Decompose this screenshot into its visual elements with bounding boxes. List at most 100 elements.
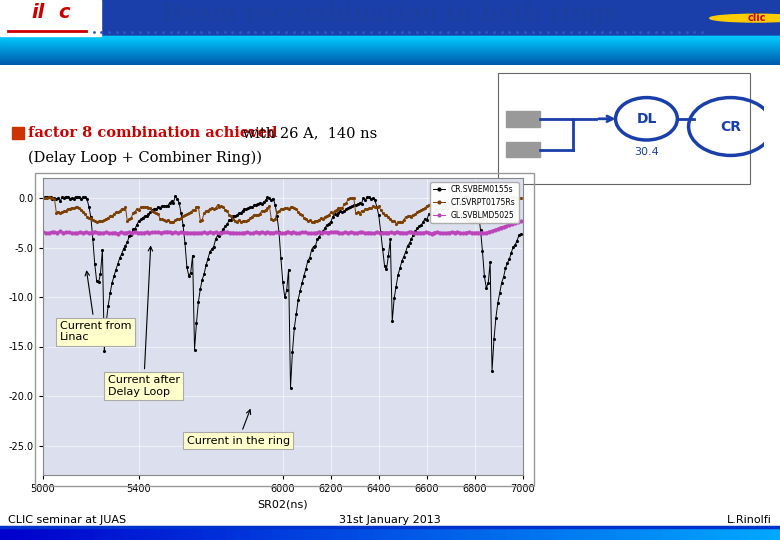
Bar	[8, 526, 16, 540]
Bar	[39, 526, 48, 540]
Text: CLIC seminar at JUAS: CLIC seminar at JUAS	[8, 515, 126, 525]
Bar	[421, 526, 430, 540]
Bar	[250, 526, 258, 540]
Bar	[772, 526, 780, 540]
Bar	[187, 526, 196, 540]
Bar	[0, 526, 9, 540]
Bar	[179, 526, 188, 540]
Bar	[203, 526, 211, 540]
Bar	[0, 49, 780, 50]
CT.SVRPT0175Rs	[499, 202, 509, 209]
GL.SVBLMD5025	[101, 229, 111, 235]
Bar	[312, 526, 321, 540]
Bar	[125, 526, 133, 540]
Bar	[585, 526, 594, 540]
Bar	[390, 526, 399, 540]
Bar	[694, 526, 703, 540]
Bar	[148, 526, 157, 540]
Bar	[460, 526, 469, 540]
Bar	[367, 526, 375, 540]
Bar	[593, 526, 601, 540]
Bar	[546, 526, 555, 540]
Bar	[530, 526, 539, 540]
CT.SVRPT0175Rs	[314, 217, 324, 223]
Bar	[156, 526, 165, 540]
CR.SVBEM0155s	[317, 230, 326, 236]
CT.SVRPT0175Rs	[392, 220, 401, 227]
Bar	[554, 526, 562, 540]
Bar	[343, 526, 352, 540]
Text: Current in the ring: Current in the ring	[187, 410, 290, 446]
Bar	[413, 526, 422, 540]
Bar	[507, 526, 516, 540]
GL.SVBLMD5025	[38, 229, 48, 235]
Text: with 26 A,  140 ns: with 26 A, 140 ns	[238, 126, 378, 140]
Text: 31st January 2013: 31st January 2013	[339, 515, 441, 525]
CR.SVBEM0155s	[516, 231, 526, 238]
Bar	[335, 526, 344, 540]
Bar	[218, 526, 227, 540]
Line: CT.SVRPT0175Rs: CT.SVRPT0175Rs	[41, 195, 523, 225]
CT.SVRPT0175Rs	[236, 219, 245, 226]
Bar	[234, 526, 243, 540]
Bar	[0, 46, 780, 48]
Bar	[671, 526, 679, 540]
Bar	[62, 526, 71, 540]
Bar	[437, 526, 445, 540]
Bar	[406, 526, 414, 540]
Bar	[101, 526, 110, 540]
Bar	[304, 526, 313, 540]
Bar	[0, 55, 780, 56]
Bar	[86, 526, 94, 540]
Bar	[0, 51, 780, 52]
GL.SVBLMD5025	[427, 231, 436, 237]
Bar	[764, 526, 773, 540]
Bar	[0, 48, 780, 49]
Bar	[624, 526, 633, 540]
Bar	[133, 526, 141, 540]
CR.SVBEM0155s	[38, 194, 48, 201]
Text: clic: clic	[747, 13, 766, 23]
Circle shape	[710, 14, 780, 22]
Bar	[686, 526, 695, 540]
Bar	[702, 526, 711, 540]
Bar	[655, 526, 664, 540]
Bar	[499, 526, 508, 540]
Bar	[647, 526, 656, 540]
Bar	[140, 526, 149, 540]
CT.SVRPT0175Rs	[509, 193, 518, 200]
Bar	[452, 526, 461, 540]
Bar	[663, 526, 672, 540]
Bar	[710, 526, 718, 540]
Bar	[164, 526, 172, 540]
Bar	[172, 526, 180, 540]
Bar	[0, 63, 780, 64]
Bar	[320, 526, 328, 540]
Bar	[273, 526, 282, 540]
Bar	[484, 526, 492, 540]
Bar	[608, 526, 617, 540]
Bar	[757, 526, 765, 540]
Bar	[506, 142, 540, 157]
Bar	[265, 526, 274, 540]
Bar	[468, 526, 477, 540]
Bar	[211, 526, 219, 540]
Bar	[0, 43, 780, 44]
Bar	[538, 526, 547, 540]
Text: Beam recombination in both rings: Beam recombination in both rings	[162, 2, 618, 26]
Bar	[632, 526, 640, 540]
CT.SVRPT0175Rs	[117, 206, 126, 212]
CR.SVBEM0155s	[230, 213, 239, 219]
Text: 30.4: 30.4	[634, 146, 659, 157]
Bar	[109, 526, 118, 540]
Bar	[70, 526, 79, 540]
Line: CR.SVBEM0155s: CR.SVBEM0155s	[41, 194, 523, 389]
Bar	[0, 56, 780, 57]
Bar	[476, 526, 484, 540]
Bar	[506, 111, 540, 126]
Bar	[445, 526, 453, 540]
Bar	[16, 526, 24, 540]
Bar	[0, 59, 780, 60]
Bar	[328, 526, 336, 540]
Bar	[640, 526, 648, 540]
